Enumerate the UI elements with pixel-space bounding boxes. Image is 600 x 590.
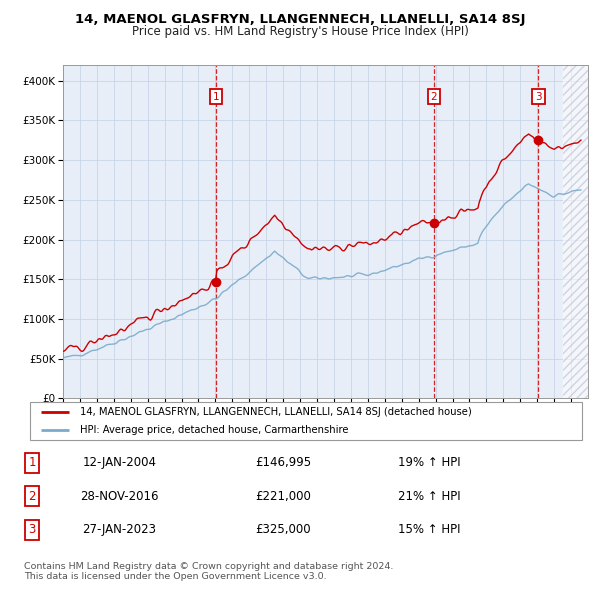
Text: 12-JAN-2004: 12-JAN-2004 [83,456,157,469]
Text: £325,000: £325,000 [255,523,311,536]
Text: 19% ↑ HPI: 19% ↑ HPI [398,456,461,469]
Text: 3: 3 [28,523,36,536]
Text: 14, MAENOL GLASFRYN, LLANGENNECH, LLANELLI, SA14 8SJ (detached house): 14, MAENOL GLASFRYN, LLANGENNECH, LLANEL… [80,408,472,417]
Text: Price paid vs. HM Land Registry's House Price Index (HPI): Price paid vs. HM Land Registry's House … [131,25,469,38]
Text: 27-JAN-2023: 27-JAN-2023 [83,523,157,536]
Text: 3: 3 [535,91,542,101]
Text: 2: 2 [28,490,36,503]
Text: 28-NOV-2016: 28-NOV-2016 [80,490,159,503]
Text: 15% ↑ HPI: 15% ↑ HPI [398,523,461,536]
Text: 1: 1 [28,456,36,469]
Text: 14, MAENOL GLASFRYN, LLANGENNECH, LLANELLI, SA14 8SJ: 14, MAENOL GLASFRYN, LLANGENNECH, LLANEL… [75,13,525,26]
FancyBboxPatch shape [30,402,582,440]
Text: Contains HM Land Registry data © Crown copyright and database right 2024.
This d: Contains HM Land Registry data © Crown c… [24,562,394,581]
Text: £146,995: £146,995 [255,456,311,469]
Text: 1: 1 [213,91,220,101]
Text: HPI: Average price, detached house, Carmarthenshire: HPI: Average price, detached house, Carm… [80,425,348,434]
Text: 21% ↑ HPI: 21% ↑ HPI [398,490,461,503]
Polygon shape [563,65,588,398]
Text: 2: 2 [431,91,437,101]
Text: £221,000: £221,000 [255,490,311,503]
